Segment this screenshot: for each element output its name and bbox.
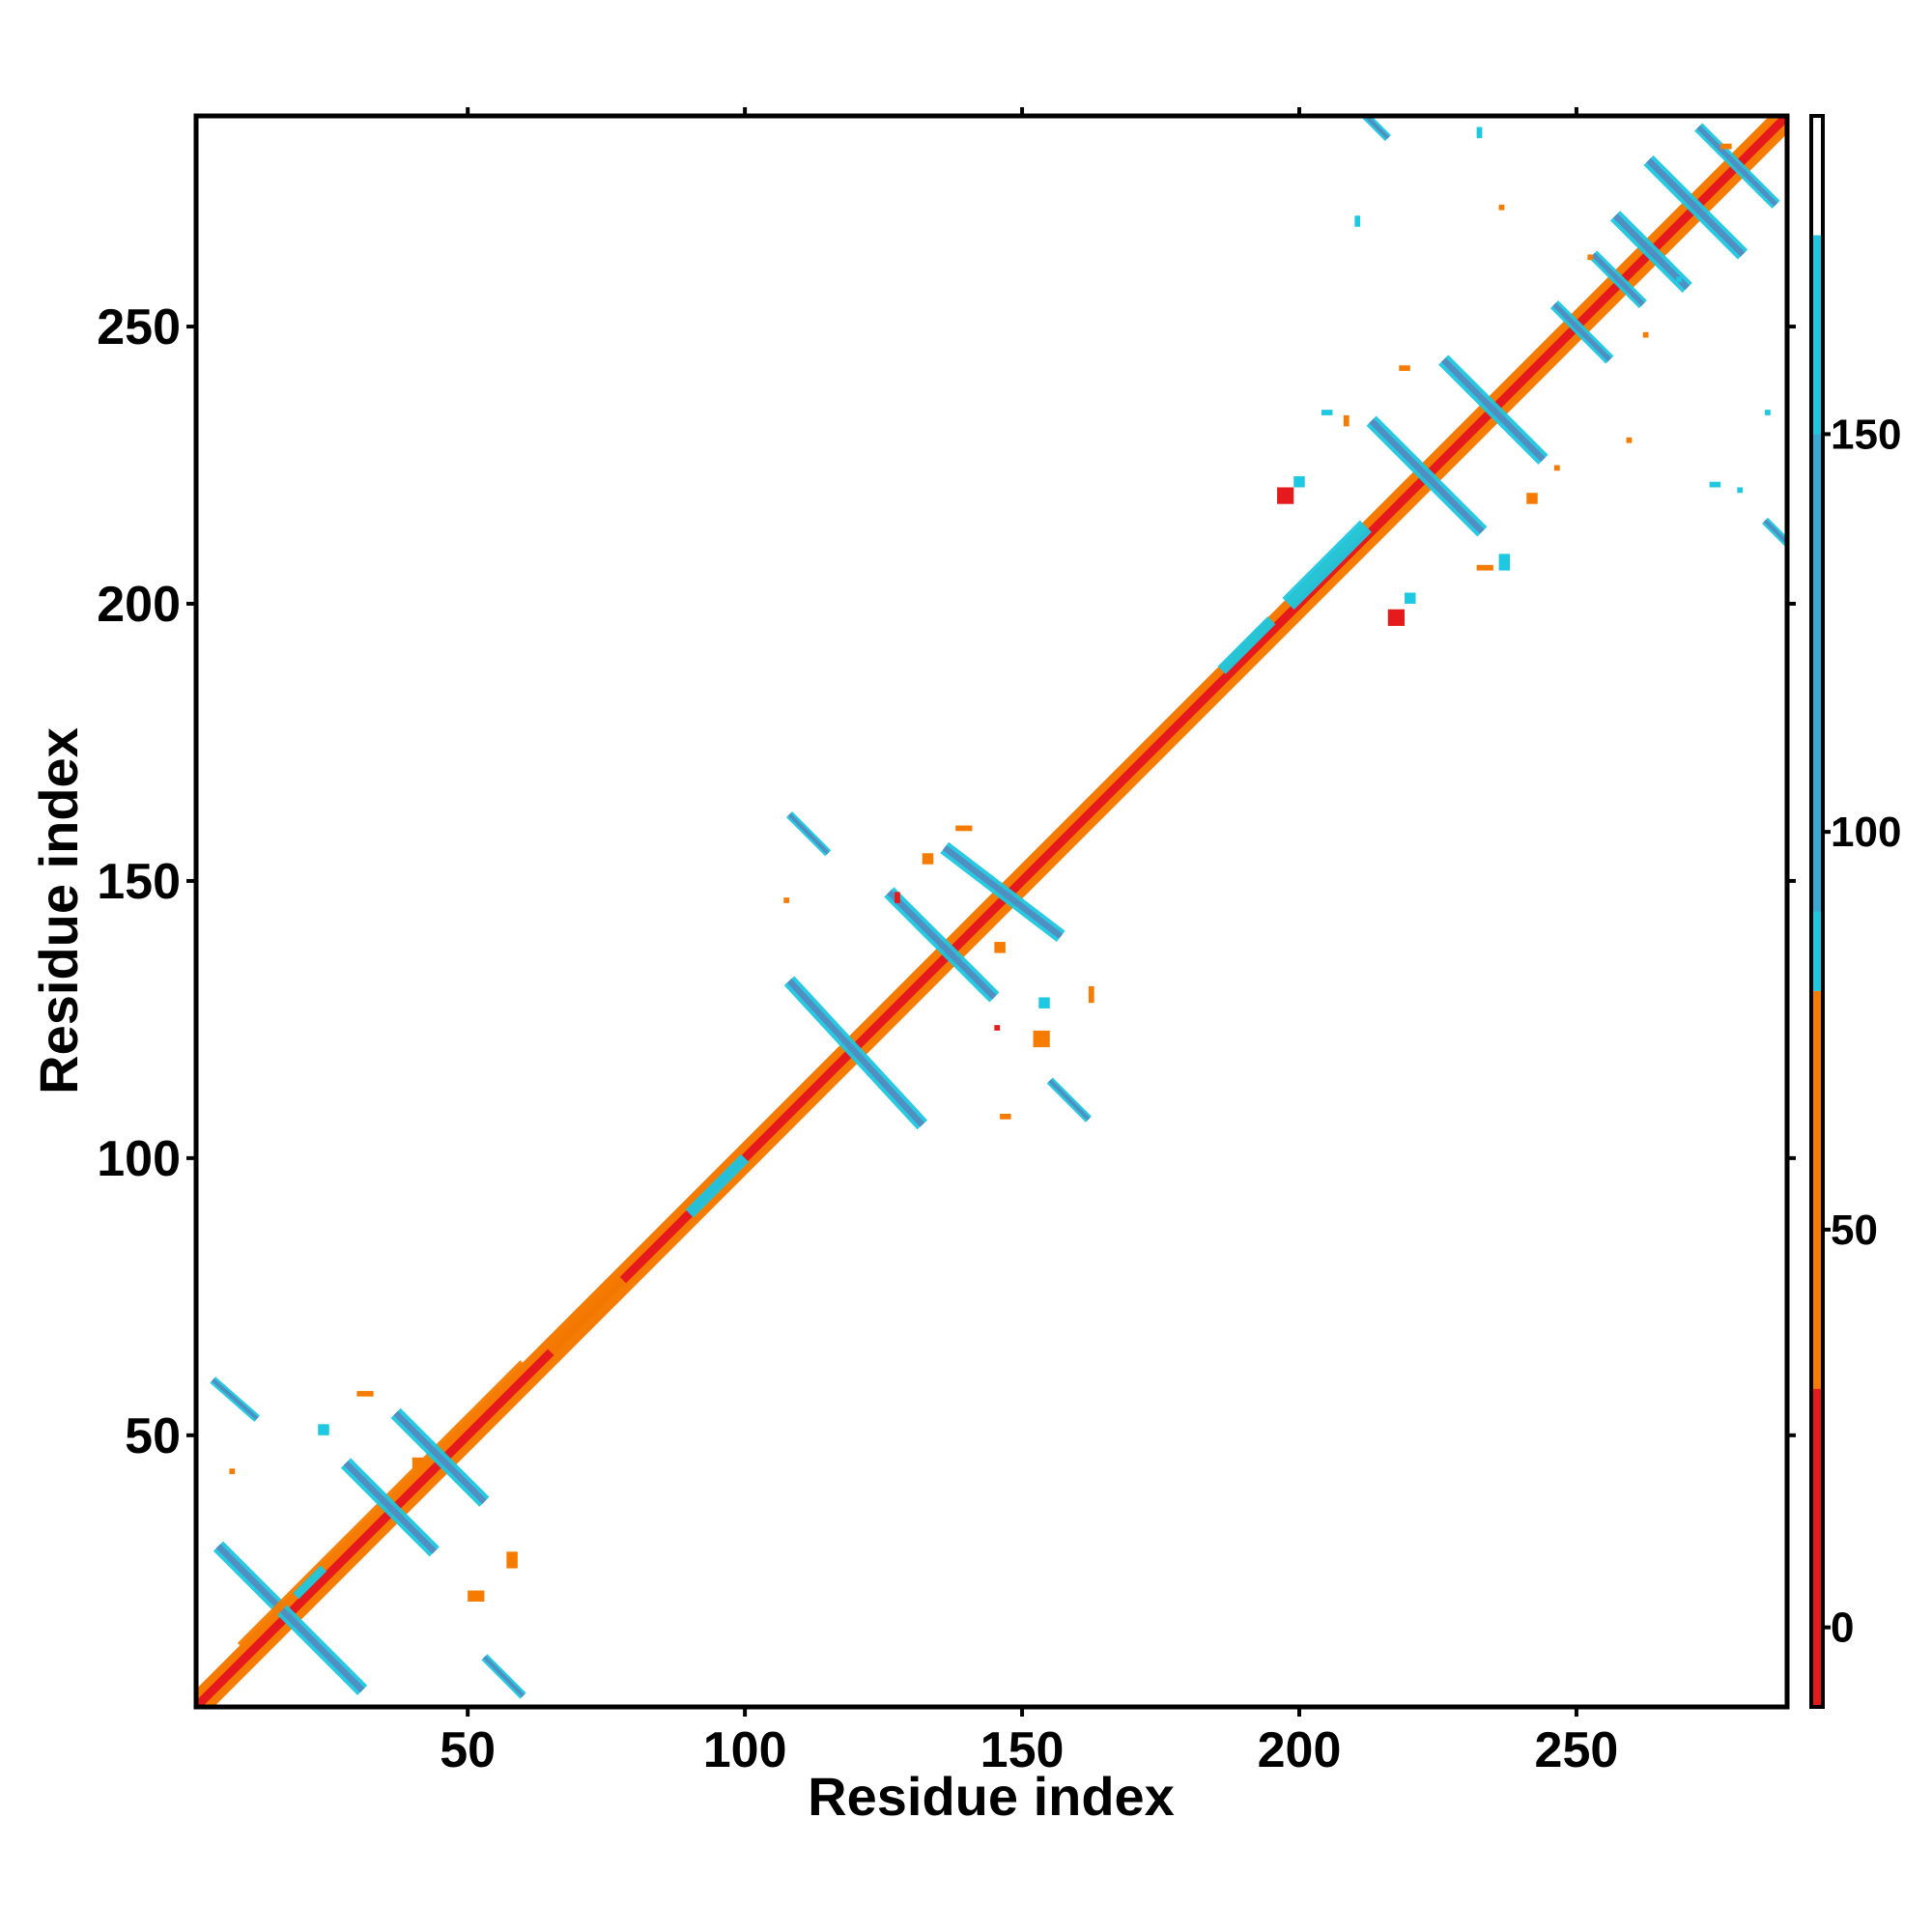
contact-spot-10 [994, 942, 1006, 953]
contact-spot-1 [468, 1590, 485, 1602]
x-tick-label-200: 200 [1258, 1722, 1342, 1778]
contact-spot-26 [1354, 215, 1361, 227]
contact-spot-5 [229, 1468, 236, 1474]
contact-spot-35 [1476, 127, 1483, 138]
contact-segment-7 [545, 1274, 629, 1358]
x-tick-label-250: 250 [1535, 1722, 1619, 1778]
contact-spot-6 [922, 853, 934, 865]
x-tick-label-50: 50 [440, 1722, 496, 1778]
contact-spot-3 [356, 1390, 374, 1397]
contact-spot-19 [1293, 476, 1305, 488]
contact-spot-11 [1033, 1030, 1050, 1048]
contact-spot-33 [1765, 410, 1771, 415]
colorbar-band-0 [1811, 1388, 1823, 1707]
contact-segment-core-20 [1612, 213, 1690, 291]
contact-spot-27 [1676, 276, 1682, 283]
contact-spot-2 [318, 1424, 329, 1435]
contact-spot-30 [1587, 254, 1594, 261]
colorbar-band-1 [1811, 990, 1823, 1389]
contact-spot-9 [783, 897, 790, 903]
contact-spot-0 [506, 1551, 518, 1569]
contact-spot-17 [1405, 592, 1416, 605]
colorbar-label-150: 150 [1831, 411, 1901, 458]
contact-spot-21 [1498, 554, 1511, 571]
contact-segment-core-18 [1552, 302, 1612, 362]
contact-spot-8 [895, 892, 900, 903]
contact-spot-18 [1277, 487, 1294, 504]
contact-spot-4 [412, 1457, 424, 1469]
contact-segment-core-0 [215, 1544, 365, 1693]
contact-spot-14 [1088, 985, 1094, 1004]
contact-spot-25 [1399, 365, 1410, 371]
contact-segment-core-21 [1646, 157, 1746, 257]
x-tick-label-150: 150 [980, 1722, 1065, 1778]
contact-segment-4 [293, 1565, 327, 1600]
contact-segment-core-17 [1440, 357, 1546, 463]
x-axis-ticks: 50 100 150 200 250 [440, 107, 1618, 1778]
contact-spot-29 [1642, 331, 1649, 338]
contact-segment-core-23 [1364, 116, 1390, 140]
contact-spot-28 [1553, 465, 1560, 471]
contact-segment-core-19 [1591, 252, 1645, 306]
colorbar-band-3 [1811, 116, 1823, 236]
colorbar-label-0: 0 [1831, 1605, 1854, 1652]
contact-segment-core-5 [211, 1378, 259, 1421]
colorbar: 0 50 100 150 [1809, 114, 1901, 1709]
plot-frame [193, 113, 1790, 1710]
y-axis-ticks: 50 100 150 200 250 [97, 299, 1796, 1464]
contact-spot-32 [1737, 487, 1744, 494]
contact-spot-20 [1476, 564, 1493, 571]
contact-spot-34 [1626, 437, 1633, 443]
contact-spot-22 [1343, 414, 1350, 427]
contact-segment-core-11 [942, 844, 1064, 939]
contact-segment-core-24 [1763, 519, 1787, 545]
y-tick-label-150: 150 [97, 854, 181, 910]
contact-segment-core-6 [483, 1655, 525, 1697]
contact-segment-core-10 [887, 890, 997, 1000]
heatmap-layer [196, 116, 1787, 1707]
contact-spot-16 [1387, 609, 1406, 626]
y-tick-label-250: 250 [97, 299, 181, 355]
contact-segment-core-3 [393, 1410, 487, 1504]
contact-segment-15 [1282, 520, 1372, 611]
colorbar-band-shade [1811, 434, 1823, 912]
contact-segment-core-22 [1696, 125, 1778, 207]
y-tick-label-50: 50 [125, 1408, 181, 1464]
y-axis-title: Residue index [28, 727, 89, 1094]
contact-spot-13 [1038, 997, 1050, 1009]
contact-spot-23 [1321, 410, 1333, 415]
contact-spot-7 [955, 825, 973, 832]
diagonal-band [196, 116, 1787, 1707]
colorbar-frame [1809, 114, 1825, 1709]
contact-segment-core-16 [1369, 418, 1485, 534]
colorbar-label-100: 100 [1831, 809, 1901, 856]
contact-spot-15 [1000, 1113, 1011, 1120]
colorbar-label-50: 50 [1831, 1207, 1878, 1254]
contact-segment-core-12 [787, 812, 830, 855]
contact-spot-12 [994, 1025, 1001, 1031]
y-tick-label-200: 200 [97, 577, 181, 633]
contact-segment-14 [1217, 616, 1276, 674]
contact-spot-37 [1498, 204, 1505, 211]
x-axis-title: Residue index [808, 1766, 1175, 1827]
contact-spot-36 [1720, 143, 1732, 150]
y-tick-label-100: 100 [97, 1131, 181, 1187]
contact-spot-24 [1526, 493, 1538, 504]
contact-segment-8 [685, 1153, 750, 1218]
contact-segment-core-13 [1048, 1079, 1091, 1122]
contact-segment-core-2 [343, 1461, 438, 1554]
x-tick-label-100: 100 [703, 1722, 787, 1778]
contact-spot-31 [1709, 481, 1721, 488]
contact-segment-core-9 [786, 979, 925, 1127]
